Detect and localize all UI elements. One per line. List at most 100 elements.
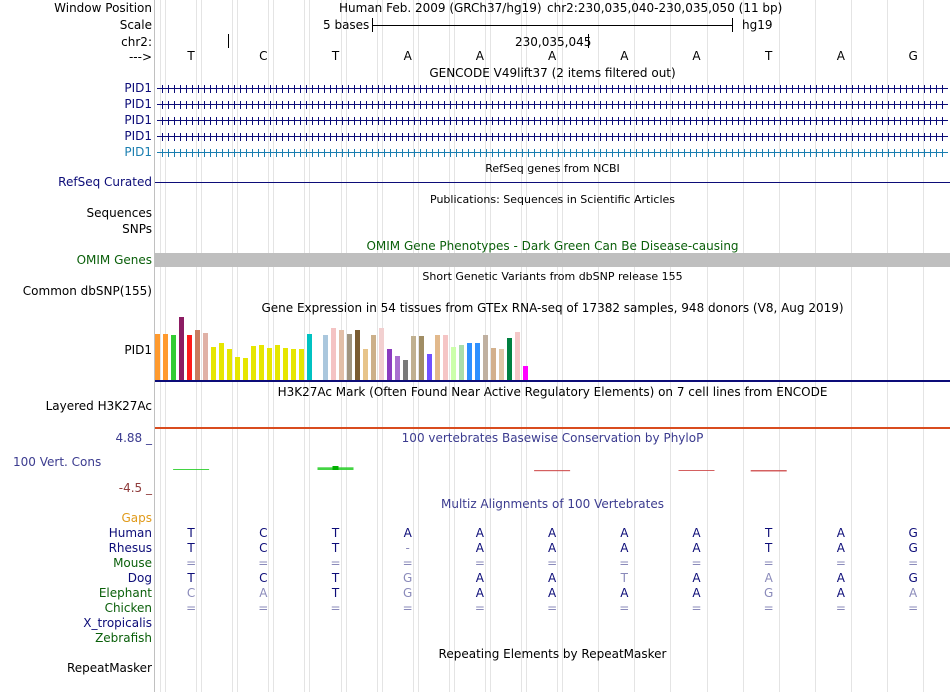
refseq-label[interactable]: RefSeq Curated <box>58 175 152 189</box>
refseq-title[interactable]: RefSeq genes from NCBI <box>485 162 620 175</box>
gtex-bar[interactable] <box>259 345 264 380</box>
phylop-label[interactable]: 100 Vert. Cons <box>13 455 102 469</box>
gencode-transcript[interactable] <box>157 149 948 157</box>
gtex-bar[interactable] <box>339 330 344 380</box>
sequences-label[interactable]: Sequences <box>86 206 152 220</box>
multiz-title[interactable]: Multiz Alignments of 100 Vertebrates <box>440 497 665 511</box>
gencode-item-label[interactable]: PID1 <box>124 145 152 159</box>
gtex-bar[interactable] <box>331 328 336 380</box>
gtex-bar[interactable] <box>267 348 272 380</box>
gtex-bar[interactable] <box>355 330 360 380</box>
gtex-bar[interactable] <box>371 335 376 380</box>
gtex-bar[interactable] <box>507 338 512 380</box>
gtex-bar[interactable] <box>275 345 280 380</box>
multiz-species-label[interactable]: Chicken <box>104 601 152 615</box>
multiz-species-label[interactable]: Zebrafish <box>95 631 152 645</box>
gaps-label[interactable]: Gaps <box>121 511 152 525</box>
gtex-bar[interactable] <box>403 360 408 380</box>
gtex-title[interactable]: Gene Expression in 54 tissues from GTEx … <box>261 301 844 315</box>
gencode-item-label[interactable]: PID1 <box>124 113 152 127</box>
gtex-bar[interactable] <box>459 345 464 380</box>
gtex-bar[interactable] <box>251 346 256 380</box>
gtex-bar[interactable] <box>299 349 304 380</box>
gtex-bar[interactable] <box>523 366 528 380</box>
grid-line <box>634 0 635 692</box>
assembly-name[interactable]: Human Feb. 2009 (GRCh37/hg19) <box>339 1 542 15</box>
grid-line <box>237 0 238 692</box>
gtex-bar[interactable] <box>203 333 208 380</box>
gtex-bar[interactable] <box>195 330 200 380</box>
gtex-bar[interactable] <box>443 335 448 380</box>
gtex-bar[interactable] <box>219 343 224 380</box>
gtex-bar[interactable] <box>419 336 424 380</box>
multiz-species-label[interactable]: Elephant <box>98 586 152 600</box>
position-readout[interactable]: chr2:230,035,040-230,035,050 (11 bp) <box>547 1 783 15</box>
gtex-bar[interactable] <box>363 349 368 380</box>
gtex-bar[interactable] <box>347 334 352 380</box>
strand-label: ---> <box>128 50 152 64</box>
h3k27ac-label[interactable]: Layered H3K27Ac <box>45 399 152 413</box>
multiz-base: = <box>547 556 558 570</box>
gtex-bar[interactable] <box>227 349 232 380</box>
gtex-bar[interactable] <box>435 335 440 380</box>
omim-title[interactable]: OMIM Gene Phenotypes - Dark Green Can Be… <box>366 239 739 253</box>
grid-line <box>743 0 744 692</box>
grid-line <box>779 0 780 692</box>
gtex-bar[interactable] <box>235 357 240 380</box>
gtex-bar[interactable] <box>475 343 480 380</box>
gencode-transcript[interactable] <box>157 85 948 93</box>
gtex-bar[interactable] <box>515 332 520 380</box>
multiz-species-label[interactable]: Rhesus <box>108 541 152 555</box>
gencode-transcript[interactable] <box>157 133 948 141</box>
gtex-bar[interactable] <box>155 334 160 380</box>
gtex-bar[interactable] <box>179 317 184 380</box>
omim-label[interactable]: OMIM Genes <box>76 253 152 267</box>
gencode-transcript[interactable] <box>157 101 948 109</box>
gtex-bar[interactable] <box>395 356 400 380</box>
gencode-item-label[interactable]: PID1 <box>124 97 152 111</box>
grid-line <box>887 0 888 692</box>
gtex-bar[interactable] <box>411 336 416 380</box>
gtex-bar[interactable] <box>323 335 328 380</box>
gtex-bar[interactable] <box>483 335 488 380</box>
gtex-bar[interactable] <box>163 334 168 380</box>
gencode-item-label[interactable]: PID1 <box>124 129 152 143</box>
gencode-title[interactable]: GENCODE V49lift37 (2 items filtered out) <box>429 66 676 80</box>
gtex-bar[interactable] <box>307 334 312 380</box>
gtex-bar[interactable] <box>387 349 392 380</box>
gtex-bar[interactable] <box>427 354 432 380</box>
omim-feature[interactable] <box>155 253 950 267</box>
publications-title[interactable]: Publications: Sequences in Scientific Ar… <box>430 193 675 206</box>
multiz-species-label[interactable]: Dog <box>127 571 152 585</box>
grid-line <box>377 0 378 692</box>
multiz-species-label[interactable]: Human <box>108 526 152 540</box>
gtex-bar[interactable] <box>187 335 192 380</box>
refseq-line[interactable] <box>155 182 950 183</box>
gtex-bar[interactable] <box>451 347 456 380</box>
gtex-bar[interactable] <box>243 358 248 380</box>
repeatmasker-title[interactable]: Repeating Elements by RepeatMasker <box>438 647 667 661</box>
gtex-bar[interactable] <box>467 343 472 380</box>
repeatmasker-label[interactable]: RepeatMasker <box>66 661 152 675</box>
gtex-label[interactable]: PID1 <box>124 343 152 357</box>
dbsnp-title[interactable]: Short Genetic Variants from dbSNP releas… <box>422 270 683 283</box>
multiz-species-label[interactable]: Mouse <box>113 556 152 570</box>
gtex-bar[interactable] <box>171 335 176 380</box>
gtex-bar[interactable] <box>379 328 384 380</box>
scale-label: Scale <box>119 18 152 32</box>
multiz-species-label[interactable]: X_tropicalis <box>83 616 152 630</box>
h3k27ac-title[interactable]: H3K27Ac Mark (Often Found Near Active Re… <box>277 385 828 399</box>
snps-label[interactable]: SNPs <box>122 222 152 236</box>
gtex-bar[interactable] <box>283 348 288 380</box>
gencode-item-label[interactable]: PID1 <box>124 81 152 95</box>
gtex-bar[interactable] <box>491 348 496 380</box>
gtex-bar[interactable] <box>499 349 504 380</box>
gtex-chart[interactable] <box>155 316 950 380</box>
gtex-bar[interactable] <box>291 349 296 380</box>
dbsnp-label[interactable]: Common dbSNP(155) <box>22 284 152 298</box>
gtex-bar[interactable] <box>211 347 216 380</box>
phylop-track[interactable] <box>155 446 950 486</box>
gencode-transcript[interactable] <box>157 117 948 125</box>
phylop-title[interactable]: 100 vertebrates Basewise Conservation by… <box>401 431 704 445</box>
